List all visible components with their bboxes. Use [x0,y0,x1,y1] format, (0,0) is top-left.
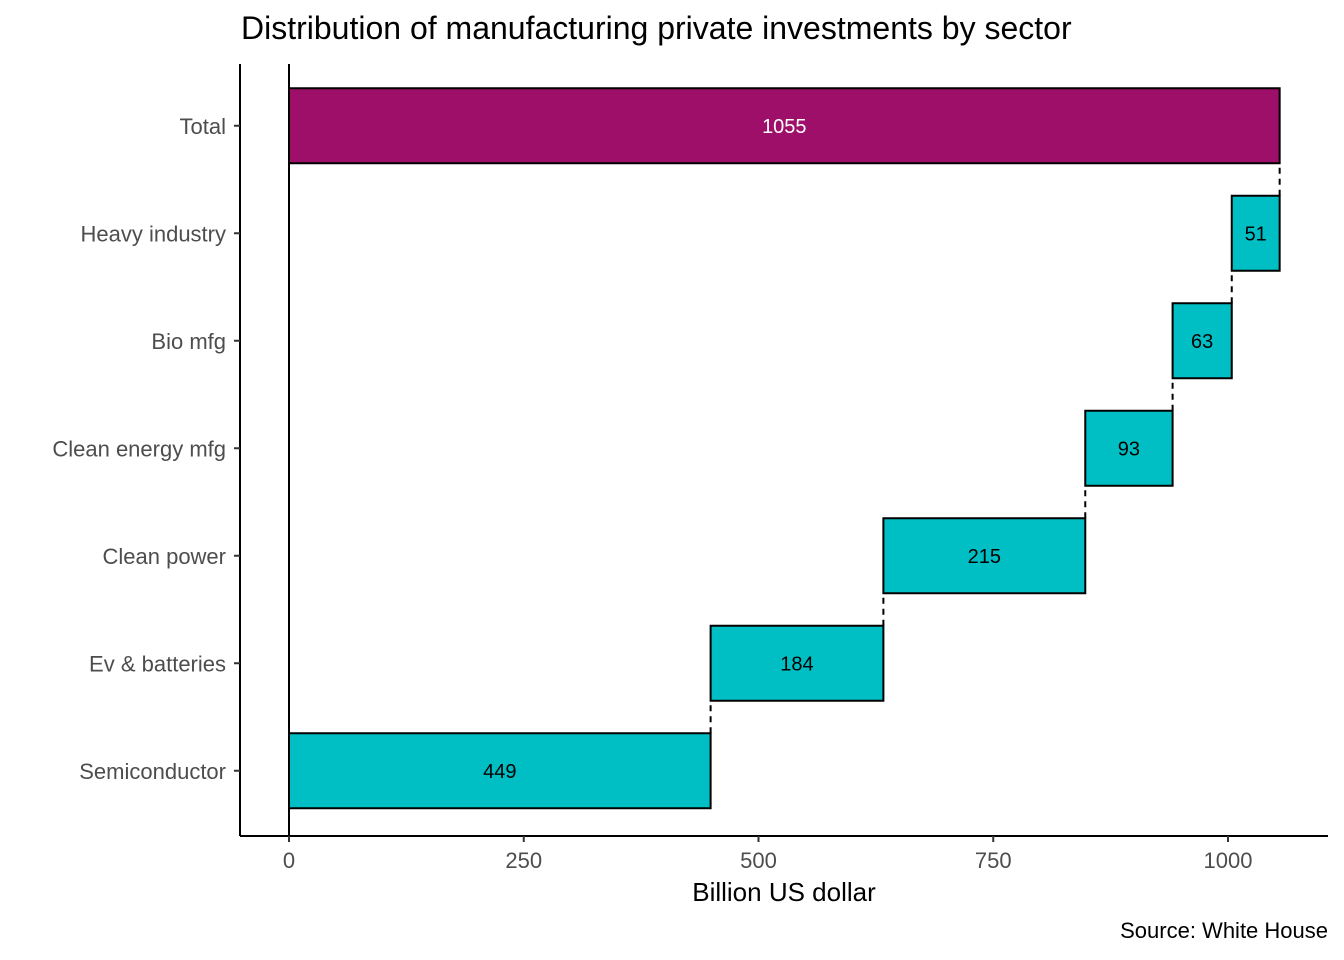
bar-clean-energy-mfg [1084,409,1174,487]
y-tick-label-semiconductor: Semiconductor [79,759,226,784]
y-tick-label-bio-mfg: Bio mfg [151,329,226,354]
x-tick-label: 250 [505,848,542,873]
y-tick-label-total: Total [180,114,226,139]
bar-bio-mfg [1171,302,1233,380]
value-label-heavy-industry: 51 [1245,223,1267,245]
bar-ev-and-batteries [709,624,885,702]
x-tick-label: 500 [740,848,777,873]
value-label-semiconductor: 449 [483,761,516,783]
value-label-clean-power: 215 [968,546,1001,568]
bar-total [288,87,1281,165]
value-label-total: 1055 [762,116,807,138]
y-tick-label-ev-and-batteries: Ev & batteries [89,651,226,676]
value-label-ev-and-batteries: 184 [780,653,813,675]
bar-semiconductor [288,732,712,810]
bar-clean-power [882,517,1087,595]
value-label-clean-energy-mfg: 93 [1118,438,1140,460]
x-tick-label: 750 [975,848,1012,873]
bar-heavy-industry [1230,194,1281,272]
y-tick-label-heavy-industry: Heavy industry [80,221,226,246]
chart-caption: Source: White House [1120,918,1328,943]
value-label-bio-mfg: 63 [1191,331,1213,353]
x-axis-title: Billion US dollar [692,877,876,907]
y-tick-label-clean-power: Clean power [102,544,226,569]
x-tick-label: 0 [283,848,295,873]
x-tick-label: 1000 [1204,848,1253,873]
y-tick-label-clean-energy-mfg: Clean energy mfg [52,436,226,461]
chart-title: Distribution of manufacturing private in… [241,10,1072,46]
